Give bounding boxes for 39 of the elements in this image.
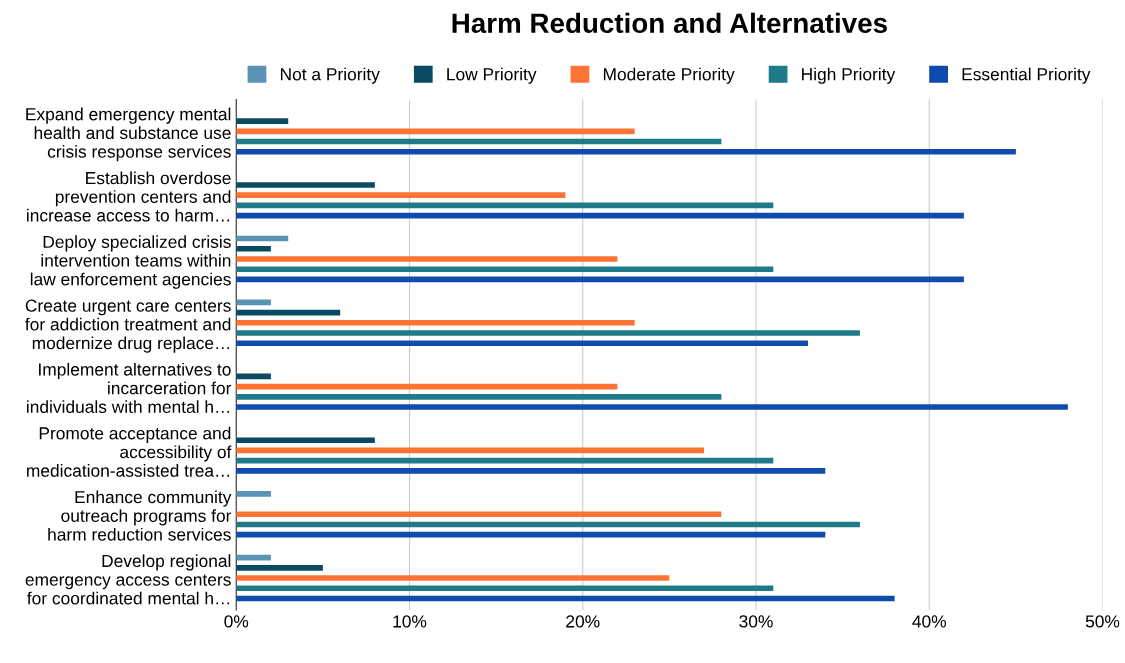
bar xyxy=(236,511,722,518)
chart-title: Harm Reduction and Alternatives xyxy=(452,12,887,34)
y-tick-label: Create urgent care centers for addiction treatment and modernize drug replace… xyxy=(25,299,231,353)
y-tick-label: Implement alternatives to incarceration for individuals with mental h… xyxy=(27,362,232,414)
legend-label: Not a Priority xyxy=(280,67,380,84)
bar xyxy=(236,491,271,497)
bar xyxy=(236,394,722,400)
y-tick-label: Develop regional emergency access centers for coordinated mental h… xyxy=(25,554,231,605)
legend-label: Essential Priority xyxy=(962,67,1091,84)
bar xyxy=(236,319,635,326)
legend-label: High Priority xyxy=(802,67,896,84)
bar xyxy=(236,437,375,444)
bar xyxy=(236,192,566,198)
bar xyxy=(236,245,271,252)
bar xyxy=(236,468,826,474)
x-tick-label: 50% xyxy=(1085,615,1120,628)
bar xyxy=(236,340,808,347)
x-tick-label: 20% xyxy=(566,615,600,628)
y-tick-label: Enhance community outreach programs for harm reduction services xyxy=(48,490,232,541)
bar xyxy=(236,148,1016,155)
bar xyxy=(236,118,289,124)
bar xyxy=(236,182,375,188)
x-tick-label: 0% xyxy=(224,615,249,628)
bar xyxy=(236,565,323,571)
bar xyxy=(236,404,1068,410)
legend-label: Low Priority xyxy=(447,67,537,84)
x-tick-label: 40% xyxy=(912,615,947,628)
bar xyxy=(236,266,774,272)
bar xyxy=(236,256,618,262)
bar xyxy=(236,330,860,336)
bar xyxy=(236,585,774,592)
y-tick-label: Deploy specialized crisis intervention teams within law enforcement agencies xyxy=(30,235,231,289)
y-tick-label: Establish overdose prevention centers and increase access to harm… xyxy=(27,171,231,222)
bar xyxy=(236,575,670,581)
legend-label: Moderate Priority xyxy=(603,67,735,84)
y-tick-label: Expand emergency mental health and substance use crisis response services xyxy=(26,107,231,162)
x-tick-label: 30% xyxy=(739,615,773,628)
y-tick-label: Promote acceptance and accessibility of medication-assisted trea… xyxy=(27,426,232,477)
x-tick-label: 10% xyxy=(393,615,427,628)
